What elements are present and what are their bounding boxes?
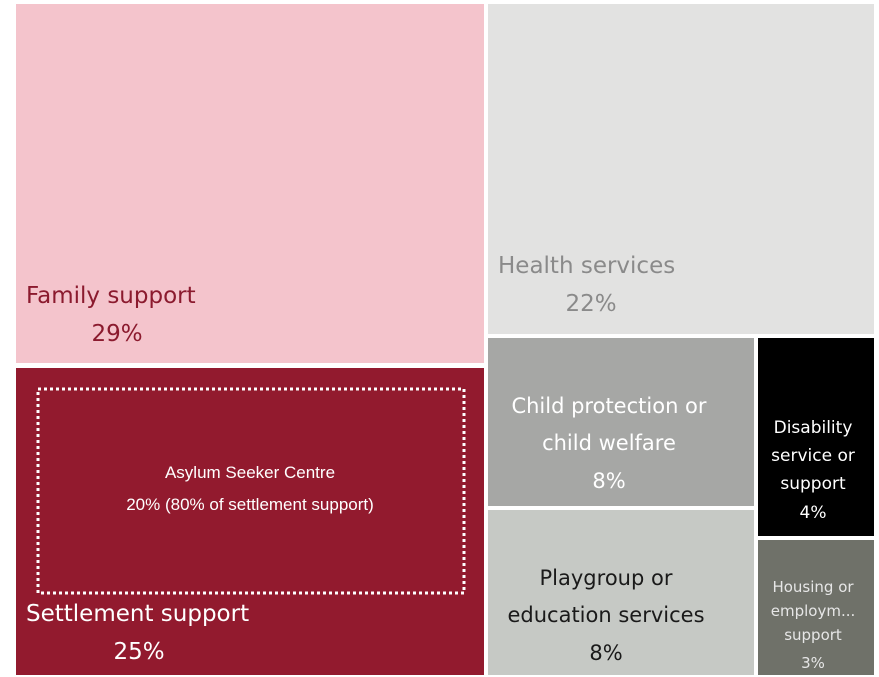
tile-disability-service-or-support: Disability service or support 4% bbox=[758, 338, 874, 536]
subgroup-dotted-border bbox=[36, 387, 466, 595]
tile-label-settlement-support: Settlement support bbox=[26, 601, 249, 627]
tile-rect-settlement-support bbox=[16, 368, 484, 675]
tile-label-line-child-protection-or-child-welfare: Child protection or bbox=[511, 394, 706, 418]
tile-value-housing-or-employm-support: 3% bbox=[801, 654, 825, 672]
tile-child-protection-or-child-welfare: Child protection or child welfare 8% bbox=[488, 338, 754, 506]
tile-label-line-housing-or-employm-support: employm... bbox=[771, 602, 856, 620]
tile-label-line-housing-or-employm-support: support bbox=[784, 626, 842, 644]
tile-health-services: Health services 22% bbox=[488, 4, 874, 334]
tile-rect-housing-or-employm-support bbox=[758, 540, 874, 675]
tile-rect-playgroup-or-education-services bbox=[488, 510, 754, 675]
tile-label-line-child-protection-or-child-welfare: child welfare bbox=[542, 431, 676, 455]
tile-label-health-services: Health services bbox=[498, 253, 675, 279]
subgroup-asylum-seeker-centre: Asylum Seeker Centre 20% (80% of settleme… bbox=[36, 387, 466, 595]
subgroup-label-line: Asylum Seeker Centre bbox=[165, 463, 335, 482]
tile-label-line-playgroup-or-education-services: education services bbox=[507, 603, 704, 627]
tile-label-line-housing-or-employm-support: Housing or bbox=[772, 578, 854, 596]
tile-label-family-support: Family support bbox=[26, 283, 196, 309]
tile-value-playgroup-or-education-services: 8% bbox=[589, 641, 622, 665]
tile-settlement-support: Settlement support 25% Asylum Seeker Centr… bbox=[16, 368, 484, 675]
tile-rect-family-support bbox=[16, 4, 484, 363]
tile-rect-child-protection-or-child-welfare bbox=[488, 338, 754, 506]
tile-value-health-services: 22% bbox=[565, 291, 616, 317]
tile-value-family-support: 29% bbox=[91, 321, 142, 347]
subgroup-label-line: 20% (80% of settlement support) bbox=[126, 495, 374, 514]
tile-value-child-protection-or-child-welfare: 8% bbox=[592, 469, 625, 493]
tile-label-line-disability-service-or-support: Disability bbox=[774, 418, 853, 438]
tile-housing-or-employm-support: Housing or employm... support 3% bbox=[758, 540, 874, 675]
tile-label-line-disability-service-or-support: service or bbox=[771, 446, 855, 466]
tile-playgroup-or-education-services: Playgroup or education services 8% bbox=[488, 510, 754, 675]
tile-rect-disability-service-or-support bbox=[758, 338, 874, 536]
tile-value-settlement-support: 25% bbox=[113, 639, 164, 665]
tile-family-support: Family support 29% bbox=[16, 4, 484, 363]
tile-rect-health-services bbox=[488, 4, 874, 334]
tile-label-line-playgroup-or-education-services: Playgroup or bbox=[540, 566, 673, 590]
tile-value-disability-service-or-support: 4% bbox=[800, 503, 827, 523]
tile-label-line-disability-service-or-support: support bbox=[780, 474, 846, 494]
